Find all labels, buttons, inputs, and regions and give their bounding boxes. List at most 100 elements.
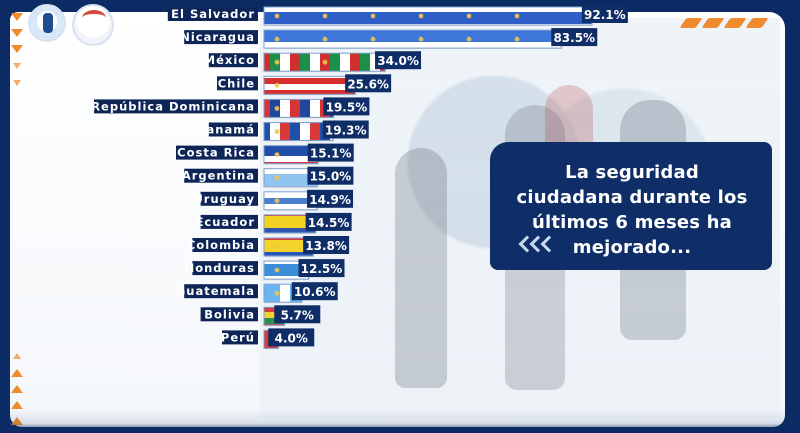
flag-emblem bbox=[274, 106, 280, 111]
flag-emblem bbox=[274, 36, 280, 42]
triangle-icon bbox=[11, 401, 23, 409]
flag-emblem bbox=[418, 36, 424, 42]
category-label-background bbox=[208, 122, 258, 137]
callout-text: La seguridad ciudadana durante los últim… bbox=[516, 162, 748, 258]
data-label: 12.5% bbox=[301, 262, 343, 276]
category-label: Nicaragua bbox=[180, 30, 255, 44]
category-label-background bbox=[184, 168, 258, 183]
triangle-icon bbox=[11, 385, 23, 393]
value-label-background bbox=[307, 189, 354, 208]
value-label-background bbox=[551, 28, 598, 47]
flag-emblem bbox=[322, 13, 328, 19]
category-label-background bbox=[200, 307, 258, 322]
value-label-background bbox=[303, 236, 350, 254]
category-label: México bbox=[204, 53, 255, 67]
data-label: 13.8% bbox=[305, 239, 347, 253]
data-label: 34.0% bbox=[377, 54, 419, 68]
data-label: 14.5% bbox=[308, 216, 350, 230]
value-label-background bbox=[268, 328, 315, 347]
category-label-background bbox=[167, 7, 258, 21]
value-label-background bbox=[322, 120, 369, 139]
data-label: 14.9% bbox=[309, 193, 351, 207]
category-label: Panamá bbox=[197, 123, 255, 137]
flag-emblem bbox=[466, 36, 472, 42]
flag-emblem bbox=[514, 36, 520, 42]
category-label: Argentina bbox=[182, 169, 255, 183]
triangle-icon bbox=[11, 45, 23, 53]
flag-emblem bbox=[274, 152, 280, 158]
category-label-background bbox=[192, 238, 258, 252]
flag-emblem bbox=[274, 13, 280, 19]
triangle-icon bbox=[11, 13, 23, 21]
data-label: 92.1% bbox=[584, 8, 626, 22]
flag-emblem bbox=[274, 129, 280, 134]
category-label-background bbox=[184, 284, 258, 299]
background-person bbox=[395, 148, 447, 388]
flag-emblem bbox=[274, 244, 280, 250]
bottom-shadow bbox=[0, 409, 800, 433]
triangle-icon bbox=[11, 29, 23, 37]
category-label-background bbox=[176, 145, 258, 160]
data-label: 19.5% bbox=[326, 100, 368, 114]
category-label-background bbox=[192, 261, 258, 276]
value-label-background bbox=[298, 259, 345, 278]
category-label: El Salvador bbox=[171, 7, 255, 21]
data-label: 15.1% bbox=[310, 147, 352, 161]
flag-emblem bbox=[274, 221, 280, 227]
bar bbox=[263, 98, 334, 118]
category-label-background bbox=[208, 53, 258, 68]
category-label-background bbox=[200, 191, 258, 206]
flag-emblem bbox=[322, 36, 328, 42]
data-label: 10.6% bbox=[294, 285, 336, 299]
value-label-background bbox=[305, 212, 352, 231]
category-label: Bolivia bbox=[204, 307, 255, 321]
category-label-background bbox=[200, 214, 258, 229]
flag-emblem bbox=[274, 290, 280, 296]
brand-logo bbox=[72, 4, 114, 46]
category-label-background bbox=[184, 30, 258, 45]
data-label: 25.6% bbox=[347, 77, 389, 91]
value-label-background bbox=[375, 51, 422, 70]
data-label: 4.0% bbox=[275, 331, 308, 345]
flag-emblem bbox=[274, 198, 280, 204]
bar bbox=[263, 6, 593, 26]
value-label-background bbox=[345, 74, 392, 93]
value-label-background bbox=[307, 166, 354, 185]
logo-ring-icon bbox=[82, 10, 106, 26]
flag-emblem bbox=[322, 59, 328, 65]
bar bbox=[263, 122, 334, 141]
triangle-icon bbox=[13, 63, 21, 69]
category-label-background bbox=[222, 330, 258, 345]
double-chevron-left-icon bbox=[518, 235, 558, 253]
value-label-background bbox=[274, 305, 321, 324]
callout-panel: La seguridad ciudadana durante los últim… bbox=[490, 142, 772, 270]
flag-emblem bbox=[418, 13, 424, 19]
flag-emblem bbox=[274, 267, 280, 273]
category-label: Perú bbox=[221, 330, 255, 344]
flag-emblem bbox=[370, 13, 376, 19]
value-label-background bbox=[291, 282, 338, 301]
data-label: 5.7% bbox=[281, 308, 314, 322]
category-label: Costa Rica bbox=[177, 146, 255, 160]
flag-emblem bbox=[274, 59, 280, 65]
triangle-icon bbox=[13, 80, 21, 86]
category-label-background bbox=[94, 99, 258, 114]
badge-logo bbox=[28, 4, 66, 42]
category-label: Ecuador bbox=[196, 215, 255, 229]
data-label: 19.3% bbox=[325, 124, 367, 138]
value-label-background bbox=[307, 143, 354, 162]
data-label: 15.0% bbox=[310, 170, 352, 184]
category-label: Chile bbox=[218, 76, 255, 90]
flag-emblem bbox=[514, 13, 520, 19]
flag-emblem bbox=[274, 175, 280, 181]
triangle-icon bbox=[13, 353, 21, 359]
triangle-icon bbox=[11, 369, 23, 377]
category-label: Uruguay bbox=[193, 192, 255, 206]
data-label: 83.5% bbox=[553, 31, 595, 45]
category-label: Guatemala bbox=[176, 284, 255, 298]
category-label: República Dominicana bbox=[91, 99, 255, 113]
value-label-background bbox=[323, 97, 370, 116]
category-label-background bbox=[217, 76, 258, 91]
